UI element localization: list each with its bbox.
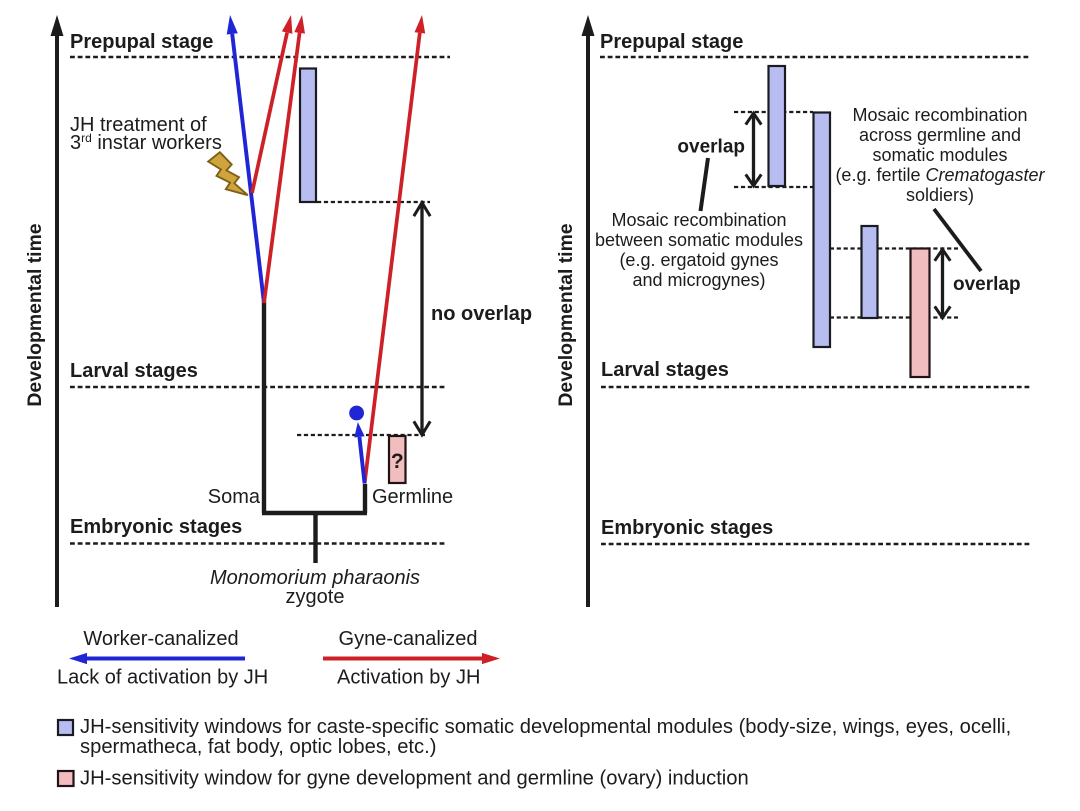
- svg-text:Developmental time: Developmental time: [555, 223, 577, 406]
- svg-text:Mosaic recombination: Mosaic recombination: [852, 105, 1027, 125]
- svg-text:Larval stages: Larval stages: [601, 359, 729, 381]
- svg-text:JH treatment of: JH treatment of: [70, 114, 207, 136]
- svg-text:overlap: overlap: [953, 274, 1021, 295]
- svg-text:overlap: overlap: [677, 137, 745, 158]
- svg-text:Activation by JH: Activation by JH: [337, 667, 480, 689]
- svg-text:JH-sensitivity windows for cas: JH-sensitivity windows for caste-specifi…: [80, 716, 1011, 738]
- svg-text:across germline and: across germline and: [859, 125, 1021, 145]
- svg-text:(e.g. fertile Crematogaster: (e.g. fertile Crematogaster: [835, 165, 1045, 185]
- svg-text:Lack of activation by JH: Lack of activation by JH: [57, 667, 268, 689]
- svg-text:(e.g. ergatoid gynes: (e.g. ergatoid gynes: [619, 250, 778, 270]
- svg-text:Worker-canalized: Worker-canalized: [83, 628, 238, 650]
- svg-text:Prepupal stage: Prepupal stage: [600, 31, 743, 53]
- svg-text:Developmental time: Developmental time: [24, 223, 46, 406]
- svg-text:between somatic modules: between somatic modules: [595, 230, 803, 250]
- svg-text:3rd instar workers: 3rd instar workers: [70, 131, 222, 154]
- svg-text:no overlap: no overlap: [431, 303, 532, 325]
- svg-text:Gyne-canalized: Gyne-canalized: [339, 628, 478, 650]
- svg-text:soldiers): soldiers): [906, 185, 974, 205]
- svg-text:zygote: zygote: [286, 586, 345, 608]
- svg-text:and microgynes): and microgynes): [632, 270, 765, 290]
- svg-text:Soma: Soma: [208, 486, 261, 508]
- svg-text:somatic modules: somatic modules: [872, 145, 1007, 165]
- svg-text:Germline: Germline: [372, 486, 453, 508]
- svg-text:spermatheca, fat body, optic l: spermatheca, fat body, optic lobes, etc.…: [80, 736, 436, 758]
- svg-text:?: ?: [391, 450, 404, 473]
- svg-text:Prepupal stage: Prepupal stage: [70, 31, 213, 53]
- svg-text:Mosaic recombination: Mosaic recombination: [611, 210, 786, 230]
- svg-text:Monomorium pharaonis: Monomorium pharaonis: [210, 567, 420, 589]
- svg-text:JH-sensitivity window for gyne: JH-sensitivity window for gyne developme…: [80, 768, 749, 790]
- svg-text:Larval stages: Larval stages: [70, 360, 198, 382]
- svg-text:Embryonic stages: Embryonic stages: [601, 517, 773, 539]
- svg-text:Embryonic stages: Embryonic stages: [70, 516, 242, 538]
